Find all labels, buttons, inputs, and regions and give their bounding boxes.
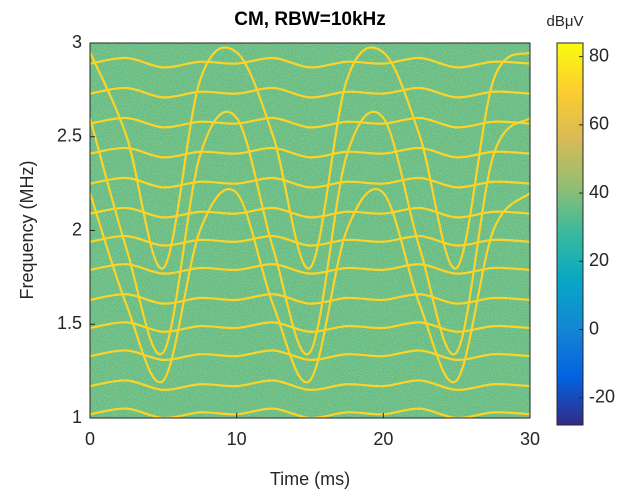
- harmonic-track: [90, 321, 530, 333]
- x-tick-label: 20: [373, 429, 393, 449]
- y-tick-label: 1: [72, 407, 82, 427]
- harmonic-track: [90, 86, 530, 99]
- harmonic-track: [90, 293, 530, 305]
- x-tick-label: 10: [227, 429, 247, 449]
- harmonic-track: [90, 56, 530, 69]
- colorbar-tick-label: 20: [589, 250, 609, 270]
- harmonic-track: [90, 188, 530, 384]
- harmonic-track: [90, 116, 530, 129]
- colorbar-tick-label: 80: [589, 45, 609, 65]
- harmonic-track: [90, 349, 530, 361]
- harmonic-track: [90, 46, 530, 270]
- colorbar-tick-label: -20: [589, 386, 615, 406]
- colorbar-tick-label: 0: [589, 318, 599, 338]
- x-tick-label: 0: [85, 429, 95, 449]
- y-tick-label: 2.5: [57, 126, 82, 146]
- y-tick-label: 2: [72, 219, 82, 239]
- harmonic-track: [90, 263, 530, 275]
- y-axis-label: Frequency (MHz): [17, 160, 37, 299]
- colorbar: [556, 42, 584, 426]
- y-tick-label: 3: [72, 32, 82, 52]
- colorbar-label: dBμV: [547, 13, 584, 30]
- colorbar-tick-label: 40: [589, 182, 609, 202]
- harmonic-track: [90, 146, 530, 159]
- harmonic-track: [90, 206, 530, 219]
- colorbar-tick-label: 60: [589, 114, 609, 134]
- harmonic-track: [90, 110, 530, 356]
- chart-title: CM, RBW=10kHz: [234, 9, 386, 30]
- harmonic-track: [90, 379, 530, 391]
- harmonic-track: [90, 235, 530, 247]
- harmonic-track: [90, 176, 530, 189]
- noise-texture: [90, 43, 530, 418]
- tracks: [90, 46, 530, 418]
- y-tick-label: 1.5: [57, 313, 82, 333]
- x-axis-label: Time (ms): [270, 469, 350, 489]
- x-tick-label: 30: [520, 429, 540, 449]
